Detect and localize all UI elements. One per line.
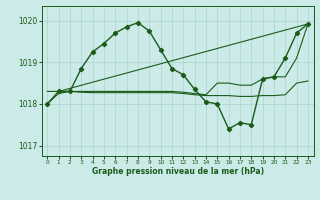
X-axis label: Graphe pression niveau de la mer (hPa): Graphe pression niveau de la mer (hPa) xyxy=(92,167,264,176)
